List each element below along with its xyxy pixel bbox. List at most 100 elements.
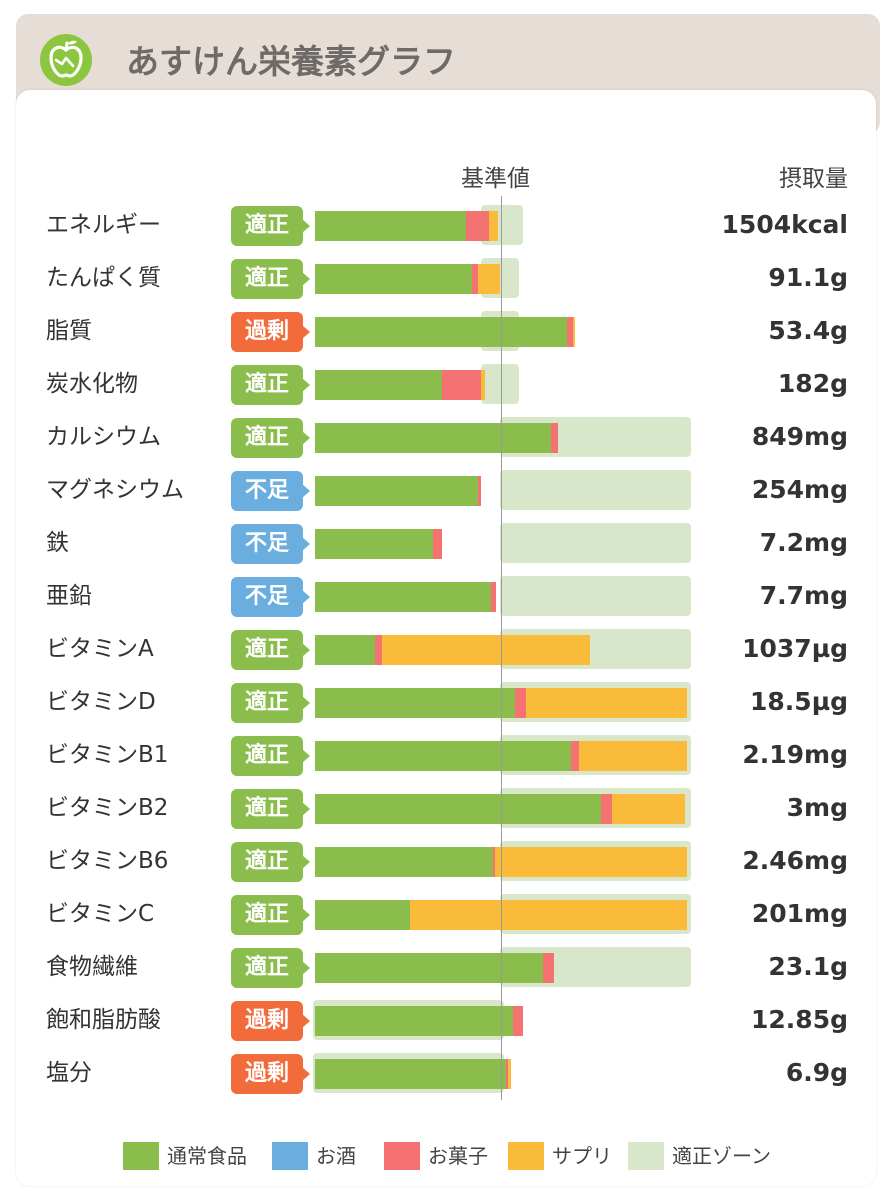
bar-segment-supplement (488, 211, 499, 241)
intake-value: 3mg (786, 793, 848, 822)
status-badge: 適正 (231, 789, 310, 829)
nutrient-name: ビタミンB2 (46, 795, 169, 821)
bar-segment-normal (315, 317, 568, 347)
nutrient-bar (315, 258, 695, 304)
legend-label-normal: 通常食品 (167, 1144, 247, 1168)
bar-segment-normal (315, 741, 572, 771)
bar-segment-normal (315, 794, 602, 824)
bar-segment-supplement (578, 741, 688, 771)
intake-value: 1504kcal (721, 210, 848, 239)
status-badge: 適正 (231, 206, 310, 246)
reference-line (501, 196, 502, 1100)
intake-value: 254mg (751, 475, 848, 504)
bar-segment-snack (505, 1059, 508, 1089)
bar-segment-supplement (526, 688, 688, 718)
intake-value: 53.4g (768, 316, 848, 345)
status-badge: 適正 (231, 365, 310, 405)
status-badge: 適正 (231, 736, 310, 776)
nutrient-bar (315, 364, 695, 410)
bar-segment-normal (315, 264, 473, 294)
status-badge: 適正 (231, 418, 310, 458)
nutrient-bar (315, 841, 695, 887)
nutrient-bar (315, 682, 695, 728)
apple-logo-icon (40, 34, 92, 86)
bar-segment-snack (571, 741, 579, 771)
bar-segment-snack (432, 529, 443, 559)
bar-segment-supplement (494, 847, 688, 877)
page-title: あすけん栄養素グラフ (126, 42, 456, 81)
bar-segment-snack (374, 635, 383, 665)
bar-segment-snack (543, 953, 555, 983)
status-badge: 不足 (231, 577, 310, 617)
legend-swatch-normal (123, 1142, 159, 1170)
nutrient-bar (315, 576, 695, 622)
intake-value: 201mg (751, 899, 848, 928)
intake-value: 7.7mg (759, 581, 848, 610)
intake-value: 849mg (751, 422, 848, 451)
nutrient-bar (315, 894, 695, 940)
bar-segment-snack (442, 370, 482, 400)
status-badge: 適正 (231, 948, 310, 988)
nutrient-bar (315, 470, 695, 516)
bar-segment-normal (315, 953, 544, 983)
legend-label-supplement: サプリ (552, 1144, 612, 1168)
bar-segment-normal (315, 688, 516, 718)
nutrient-bar (315, 311, 695, 357)
bar-segment-normal (315, 211, 467, 241)
status-badge: 不足 (231, 471, 310, 511)
nutrient-name: 炭水化物 (46, 371, 138, 397)
intake-value: 2.19mg (742, 740, 848, 769)
bar-segment-snack (466, 211, 489, 241)
legend-label-alcohol: お酒 (316, 1144, 356, 1168)
legend-label-snack: お菓子 (428, 1144, 488, 1168)
bar-segment-normal (315, 635, 375, 665)
nutrient-name: 飽和脂肪酸 (46, 1007, 161, 1033)
nutrient-name: ビタミンC (46, 901, 155, 927)
bar-segment-snack (550, 423, 559, 453)
bar-segment-snack (567, 317, 574, 347)
nutrient-name: ビタミンD (46, 689, 156, 715)
nutrient-bar (315, 629, 695, 675)
bar-segment-supplement (382, 635, 590, 665)
status-badge: 過剰 (231, 1054, 310, 1094)
status-badge: 適正 (231, 683, 310, 723)
legend-swatch-alcohol (272, 1142, 308, 1170)
nutrient-name: 食物繊維 (46, 954, 138, 980)
bar-segment-snack (601, 794, 613, 824)
nutrient-bar (315, 947, 695, 993)
status-badge: 適正 (231, 259, 310, 299)
bar-segment-normal (315, 423, 551, 453)
nutrient-bar (313, 1000, 695, 1046)
bar-segment-snack (477, 476, 482, 506)
nutrient-name: 塩分 (46, 1060, 92, 1086)
nutrient-name: ビタミンA (46, 636, 154, 662)
nutrient-name: マグネシウム (46, 477, 184, 503)
bar-segment-snack (492, 847, 495, 877)
bar-segment-normal (315, 1059, 506, 1089)
nutrient-name: たんぱく質 (46, 265, 161, 291)
bar-segment-snack (513, 1006, 523, 1036)
intake-value: 23.1g (768, 952, 848, 981)
nutrient-name: ビタミンB6 (46, 848, 169, 874)
bar-segment-snack (515, 688, 527, 718)
intake-header: 摂取量 (779, 166, 848, 192)
bar-segment-supplement (507, 1059, 512, 1089)
adequate-zone (500, 523, 691, 563)
bar-segment-normal (315, 370, 443, 400)
nutrient-bar (315, 523, 695, 569)
intake-value: 6.9g (785, 1058, 848, 1087)
bar-segment-supplement (481, 370, 486, 400)
intake-value: 182g (777, 369, 848, 398)
bar-segment-normal (315, 582, 491, 612)
legend-swatch-snack (384, 1142, 420, 1170)
nutrient-bar (315, 417, 695, 463)
bar-segment-snack (472, 264, 478, 294)
nutrient-name: エネルギー (46, 212, 161, 238)
legend: 通常食品 お酒 お菓子 サプリ 適正ゾーン (0, 1142, 895, 1172)
bar-segment-snack (490, 582, 497, 612)
nutrient-name: 鉄 (46, 530, 69, 556)
status-badge: 過剰 (231, 312, 310, 352)
bar-segment-normal (315, 476, 478, 506)
nutrient-name: 脂質 (46, 318, 92, 344)
legend-label-zone: 適正ゾーン (672, 1144, 771, 1168)
